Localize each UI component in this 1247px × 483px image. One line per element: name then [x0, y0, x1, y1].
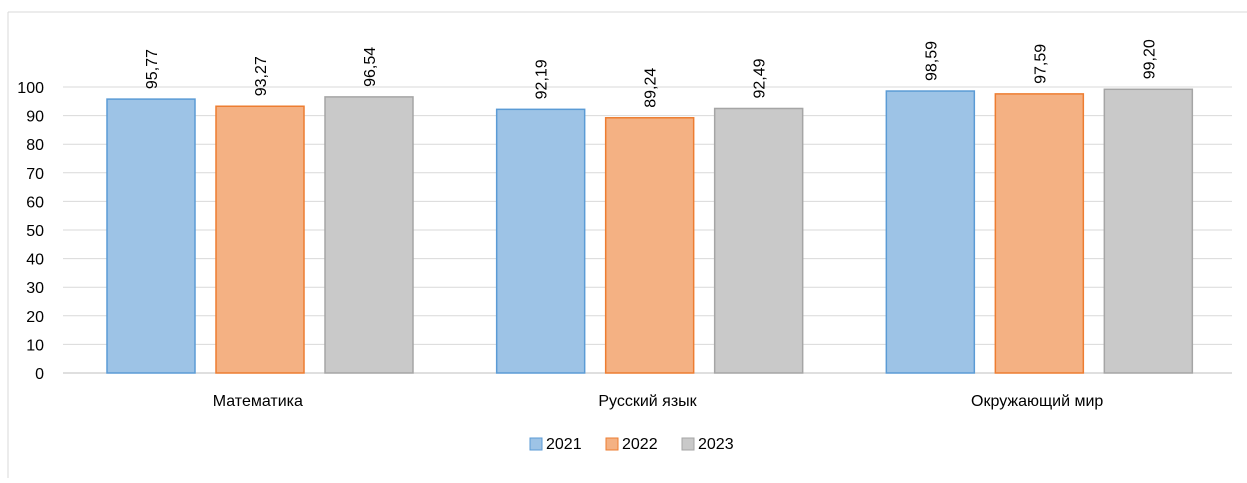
- data-label: 92,19: [534, 59, 551, 99]
- y-tick-label: 60: [26, 194, 44, 211]
- legend-swatch: [529, 437, 543, 451]
- data-label: 97,59: [1032, 44, 1049, 84]
- legend-label: 2021: [546, 436, 582, 453]
- data-labels: 95,77 93,27 96,54 92,19 89,24 92,49 98,59 97,59…: [144, 39, 1158, 108]
- y-tick-label: 100: [17, 80, 44, 97]
- y-tick-label: 90: [26, 109, 44, 126]
- category-label: Математика: [213, 393, 303, 410]
- data-label: 92,49: [752, 58, 769, 98]
- y-axis: 0 10 20 30 40 50 60 70 80 90 100: [17, 80, 44, 383]
- bar: [495, 108, 586, 374]
- y-tick-label: 30: [26, 280, 44, 297]
- legend-label: 2023: [698, 436, 734, 453]
- bar: [215, 105, 305, 374]
- x-axis: Математика Русский язык Окружающий мир: [213, 393, 1104, 410]
- legend-swatch: [605, 437, 619, 451]
- bars: [106, 88, 1194, 374]
- y-tick-label: 70: [26, 166, 44, 183]
- bar: [106, 98, 196, 374]
- y-tick-label: 20: [26, 309, 44, 326]
- bar: [604, 117, 695, 374]
- category-label: Окружающий мир: [971, 393, 1103, 410]
- legend-label: 2022: [622, 436, 658, 453]
- category-label: Русский язык: [598, 393, 697, 410]
- data-label: 96,54: [362, 47, 379, 87]
- y-tick-label: 40: [26, 252, 44, 269]
- data-label: 99,20: [1141, 39, 1158, 79]
- data-label: 95,77: [144, 49, 161, 89]
- y-tick-label: 0: [35, 366, 44, 383]
- data-label: 89,24: [643, 68, 660, 108]
- y-tick-label: 50: [26, 223, 44, 240]
- y-tick-label: 80: [26, 137, 44, 154]
- data-label: 98,59: [923, 41, 940, 81]
- bar: [885, 90, 976, 374]
- y-tick-label: 10: [26, 337, 44, 354]
- bar: [994, 93, 1085, 374]
- bar: [713, 107, 804, 374]
- legend: 2021 2022 2023: [529, 436, 734, 453]
- bar: [324, 96, 414, 374]
- data-label: 93,27: [253, 56, 270, 96]
- bar: [1103, 88, 1194, 374]
- legend-swatch: [681, 437, 695, 451]
